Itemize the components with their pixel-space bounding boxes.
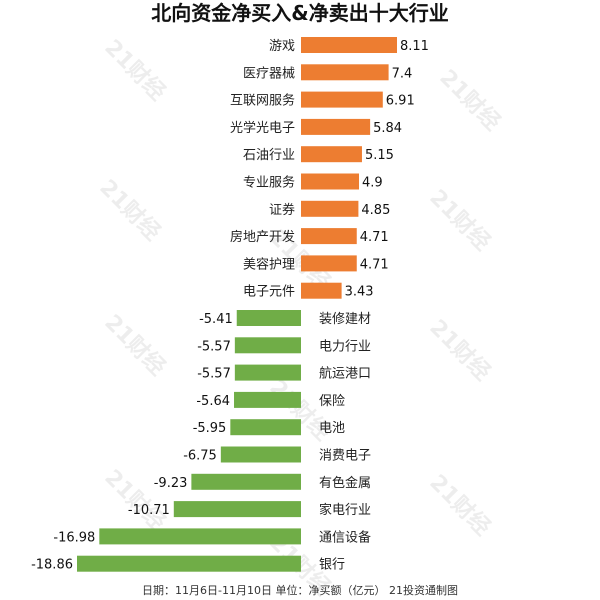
category-label-12: 航运港口 — [319, 366, 371, 382]
category-label-3: 光学光电子 — [230, 120, 295, 136]
bar-19 — [77, 555, 301, 572]
bar-13 — [234, 391, 301, 408]
watermark-text-3: 21财经 — [424, 184, 495, 255]
watermark-text-6: 21财经 — [424, 314, 495, 385]
category-label-6: 证券 — [269, 202, 295, 218]
value-label-15: -6.75 — [183, 449, 217, 464]
category-label-4: 石油行业 — [243, 148, 295, 163]
value-label-3: 5.84 — [373, 121, 402, 136]
value-label-0: 8.11 — [400, 39, 429, 54]
bar-5 — [301, 173, 360, 190]
bar-3 — [301, 118, 371, 135]
bar-7 — [301, 228, 357, 245]
value-label-9: 3.43 — [345, 285, 374, 300]
value-label-16: -9.23 — [154, 476, 188, 491]
value-label-4: 5.15 — [365, 148, 394, 163]
category-label-7: 房地产开发 — [230, 229, 295, 245]
chart-title: 北向资金净买入&净卖出十大行业 — [151, 1, 448, 25]
bar-1 — [301, 64, 389, 81]
bar-11 — [234, 337, 301, 354]
bars-group: 游戏 8.11 医疗器械 7.4 互联网服务 6.91 光学光电子 5.84 石油行业 5.15 专… — [31, 37, 429, 573]
value-label-19: -18.86 — [31, 558, 73, 573]
category-label-10: 装修建材 — [319, 312, 371, 327]
watermark-text-0: 21财经 — [99, 34, 170, 105]
bar-12 — [234, 364, 301, 381]
value-label-14: -5.95 — [193, 421, 227, 436]
value-label-17: -10.71 — [128, 503, 170, 518]
bar-2 — [301, 91, 383, 108]
bar-6 — [301, 200, 359, 217]
value-label-1: 7.4 — [392, 66, 413, 81]
category-label-14: 电池 — [319, 421, 345, 436]
value-label-8: 4.71 — [360, 257, 389, 272]
bar-18 — [99, 528, 301, 545]
value-label-5: 4.9 — [362, 176, 383, 191]
value-label-12: -5.57 — [197, 367, 231, 382]
watermark-text-5: 21财经 — [99, 309, 170, 380]
category-label-17: 家电行业 — [319, 502, 371, 518]
value-label-13: -5.64 — [196, 394, 230, 409]
watermark-text-2: 21财经 — [94, 174, 165, 245]
category-label-0: 游戏 — [269, 39, 295, 54]
value-label-6: 4.85 — [361, 203, 390, 218]
category-label-9: 电子元件 — [243, 285, 295, 300]
watermark-text-1: 21财经 — [434, 64, 505, 135]
value-label-10: -5.41 — [199, 312, 233, 327]
bar-8 — [301, 255, 357, 272]
category-label-8: 美容护理 — [243, 256, 295, 272]
category-label-13: 保险 — [319, 394, 345, 409]
bar-9 — [301, 282, 342, 299]
category-label-19: 银行 — [319, 558, 345, 573]
chart-footer: 日期：11月6日-11月10日 单位：净买额（亿元） 21投资通制图 — [142, 583, 458, 597]
value-label-18: -16.98 — [53, 530, 95, 545]
value-label-2: 6.91 — [386, 94, 415, 109]
category-label-11: 电力行业 — [319, 339, 371, 354]
watermark-text-9: 21财经 — [424, 469, 495, 540]
bar-10 — [236, 310, 301, 326]
bar-16 — [191, 473, 301, 490]
category-label-5: 专业服务 — [243, 175, 295, 191]
bar-0 — [301, 37, 397, 53]
bar-15 — [220, 446, 301, 463]
value-label-11: -5.57 — [197, 339, 231, 354]
category-label-15: 消费电子 — [319, 449, 371, 464]
category-label-2: 互联网服务 — [230, 93, 295, 109]
value-label-7: 4.71 — [360, 230, 389, 245]
bar-17 — [173, 501, 301, 518]
bar-14 — [230, 419, 301, 436]
category-label-1: 医疗器械 — [243, 66, 295, 81]
category-label-18: 通信设备 — [319, 529, 371, 545]
bar-4 — [301, 146, 362, 163]
category-label-16: 有色金属 — [319, 475, 371, 491]
